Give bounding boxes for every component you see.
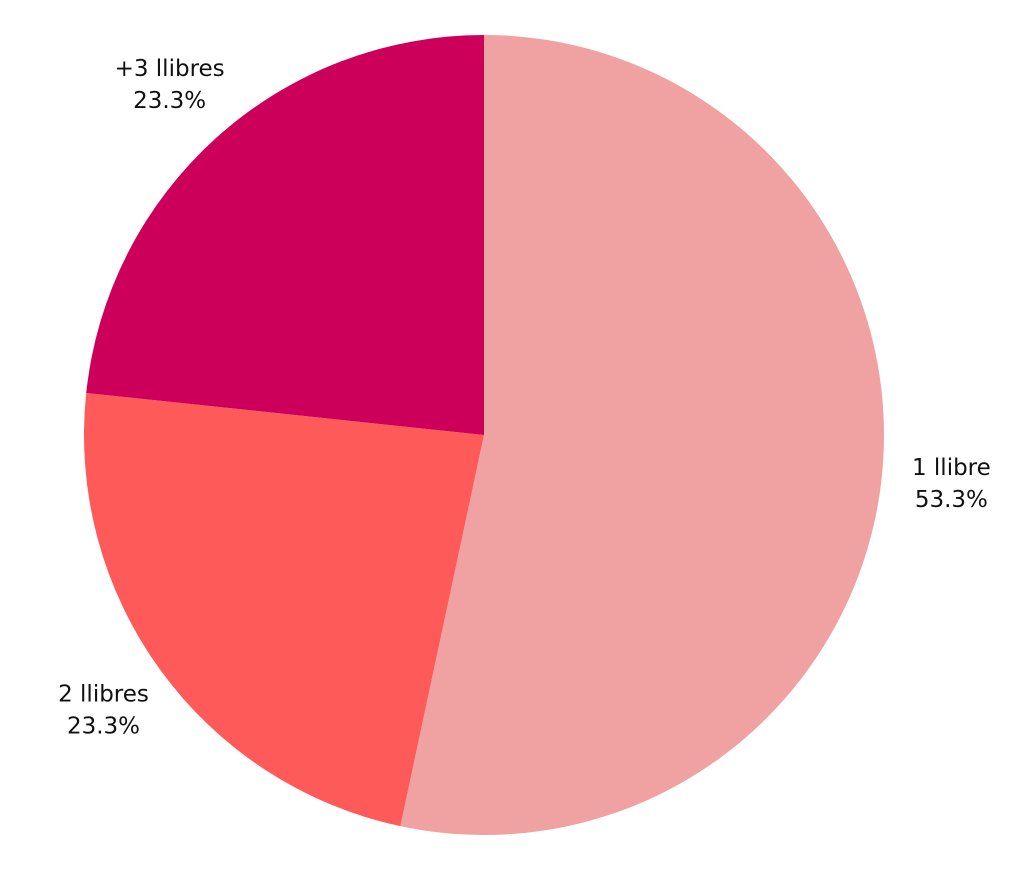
slice-label: 1 llibre — [912, 455, 991, 481]
slice-value-label: 23.3% — [67, 713, 140, 739]
pie-slice — [400, 35, 884, 835]
pie-slice — [86, 35, 484, 435]
slice-label: 2 llibres — [58, 681, 149, 707]
slice-value-label: 53.3% — [915, 487, 988, 513]
pie-slice — [84, 392, 485, 827]
slice-label: +3 llibres — [115, 56, 225, 82]
slice-value-label: 23.3% — [133, 88, 206, 114]
